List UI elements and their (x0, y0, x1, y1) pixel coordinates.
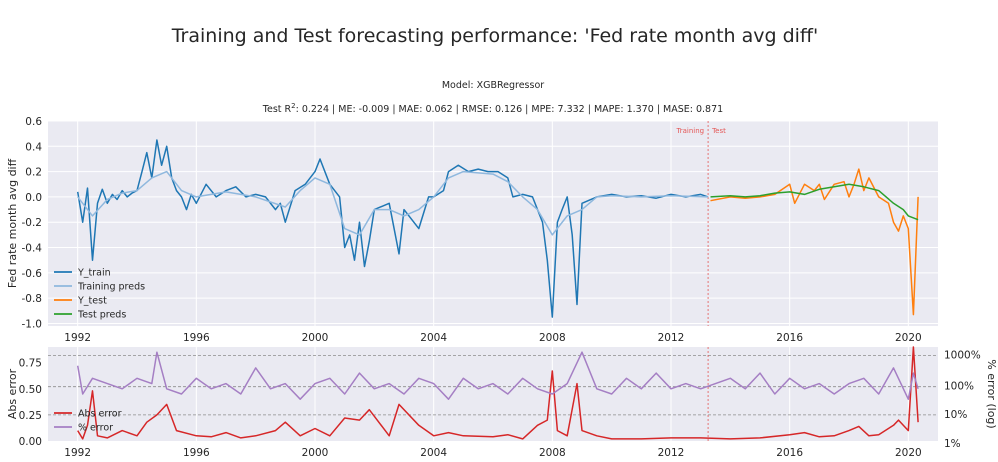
x-tick-label: 2020 (895, 447, 922, 459)
x-tick-label: 2004 (420, 447, 447, 459)
x-tick-label: 1992 (64, 332, 91, 344)
metrics-prefix: Test R (262, 104, 292, 115)
x-tick-label: 2004 (420, 332, 447, 344)
legend-label: % error (78, 423, 113, 434)
metrics-rest: : 0.224 | ME: -0.009 | MAE: 0.062 | RMSE… (296, 104, 724, 115)
y-tick-label: -0.8 (22, 293, 43, 305)
legend-label: Y_train (77, 268, 111, 279)
plot-background (48, 121, 938, 326)
y-tick-label: 0.6 (25, 116, 42, 128)
series-line--error (76, 351, 919, 400)
right-tick-label: 100% (944, 381, 974, 393)
legend-label: Test preds (77, 310, 126, 321)
right-tick-label: 10% (944, 409, 967, 421)
series-line-training-preds (77, 170, 709, 236)
bottom-panel: 1992 1996 2000 2004 2008 2012 2016 2020 0.75 0.50… (6, 346, 998, 459)
y-tick-label: 0.0 (25, 192, 42, 204)
x-tick-label: 2012 (658, 447, 685, 459)
chart-subtitle-metrics: Test R2: 0.224 | ME: -0.009 | MAE: 0.062… (262, 102, 723, 115)
right-axis-label: % error (log) (985, 359, 998, 428)
chart-subtitle-model: Model: XGBRegressor (442, 80, 544, 91)
legend-label: Y_test (77, 296, 107, 307)
series-line-test-preds (710, 183, 919, 221)
y-tick-label: -0.4 (22, 243, 43, 255)
x-tick-label: 2012 (658, 332, 685, 344)
x-tick-label: 2020 (895, 332, 922, 344)
y-tick-label: 0.25 (19, 410, 42, 422)
x-tick-label: 2000 (302, 332, 329, 344)
legend-label: Abs error (78, 409, 122, 420)
series-line-y-train (76, 139, 709, 318)
x-tick-label: 1992 (64, 447, 91, 459)
chart-title: Training and Test forecasting performanc… (171, 25, 819, 47)
y-tick-label: 0.4 (25, 141, 42, 153)
x-tick-label: 2000 (302, 447, 329, 459)
series-line-abs-error (77, 346, 919, 440)
split-label-test: Test (711, 127, 726, 135)
y-axis-label: Abs error (6, 368, 19, 419)
y-tick-label: -0.2 (22, 217, 43, 229)
metrics-sup: 2 (291, 102, 295, 110)
x-tick-label: 2008 (539, 447, 566, 459)
x-tick-label: 2016 (776, 332, 803, 344)
y-tick-label: 0.75 (19, 358, 42, 370)
y-tick-label: -0.6 (22, 268, 43, 280)
x-tick-label: 2016 (776, 447, 803, 459)
y-tick-label: -1.0 (22, 318, 43, 330)
x-tick-label: 2008 (539, 332, 566, 344)
x-tick-label: 1996 (183, 447, 210, 459)
split-label-training: Training (675, 127, 704, 135)
y-tick-label: 0.2 (25, 167, 42, 179)
x-tick-label: 1996 (183, 332, 210, 344)
y-tick-label: 0.00 (19, 436, 42, 448)
y-axis-label: Fed rate month avg diff (6, 158, 19, 288)
y-tick-label: 0.50 (19, 384, 42, 396)
legend-label: Training preds (77, 282, 145, 293)
top-panel: 1992 1996 2000 2004 2008 2012 2016 2020 0.6 0.4 0.… (6, 116, 938, 344)
right-tick-label: 1000% (944, 349, 981, 361)
right-tick-label: 1% (944, 438, 961, 450)
